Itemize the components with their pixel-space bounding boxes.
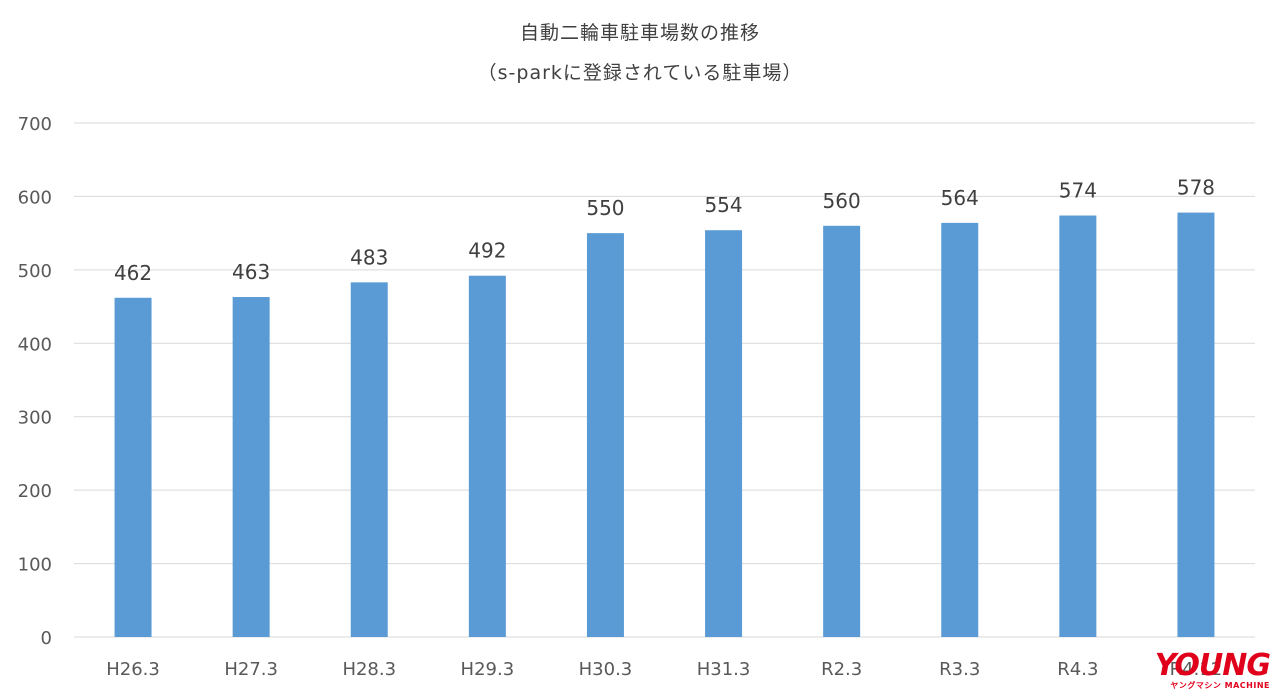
- watermark-main: YOUNG: [1154, 648, 1271, 683]
- y-tick-label: 200: [18, 481, 52, 502]
- bar: [232, 297, 270, 637]
- bar: [705, 230, 743, 637]
- chart-subtitle: （s-parkに登録されている駐車場）: [477, 62, 803, 84]
- y-tick-label: 300: [18, 408, 52, 429]
- x-tick-label: R4.3: [1057, 659, 1098, 680]
- data-label: 560: [823, 189, 861, 213]
- data-label: 492: [468, 239, 506, 263]
- y-tick-label: 500: [18, 261, 52, 282]
- bar: [1177, 212, 1215, 637]
- x-tick-label: H26.3: [106, 659, 160, 680]
- data-label: 578: [1177, 176, 1215, 200]
- data-label: 462: [114, 261, 152, 285]
- bar: [586, 233, 624, 637]
- chart-title: 自動二輪車駐車場数の推移: [519, 22, 760, 44]
- bar: [1059, 215, 1097, 637]
- bar: [823, 225, 861, 638]
- x-tick-label: H27.3: [224, 659, 278, 680]
- bar: [468, 275, 506, 637]
- x-tick-label: R2.3: [821, 659, 862, 680]
- x-tick-label: H28.3: [342, 659, 396, 680]
- y-tick-label: 0: [41, 628, 52, 649]
- data-label: 554: [704, 193, 742, 217]
- bar: [350, 282, 388, 637]
- x-tick-label: H29.3: [461, 659, 515, 680]
- data-label: 564: [941, 186, 979, 210]
- data-label: 550: [586, 196, 624, 220]
- data-label: 463: [232, 260, 270, 284]
- y-tick-label: 100: [18, 555, 52, 576]
- y-tick-label: 600: [18, 187, 52, 208]
- bar: [941, 222, 979, 637]
- data-label: 483: [350, 245, 388, 269]
- y-tick-label: 400: [18, 334, 52, 355]
- x-tick-label: R3.3: [939, 659, 980, 680]
- data-label: 574: [1059, 179, 1097, 203]
- x-tick-label: H31.3: [697, 659, 751, 680]
- x-tick-label: H30.3: [579, 659, 633, 680]
- bar: [114, 297, 152, 637]
- x-tick-label: R4.12: [1170, 659, 1223, 680]
- watermark-logo: YOUNG ヤングマシン MACHINE: [1140, 651, 1272, 691]
- watermark-sub: ヤングマシン MACHINE: [1170, 681, 1270, 690]
- y-tick-label: 700: [18, 114, 52, 135]
